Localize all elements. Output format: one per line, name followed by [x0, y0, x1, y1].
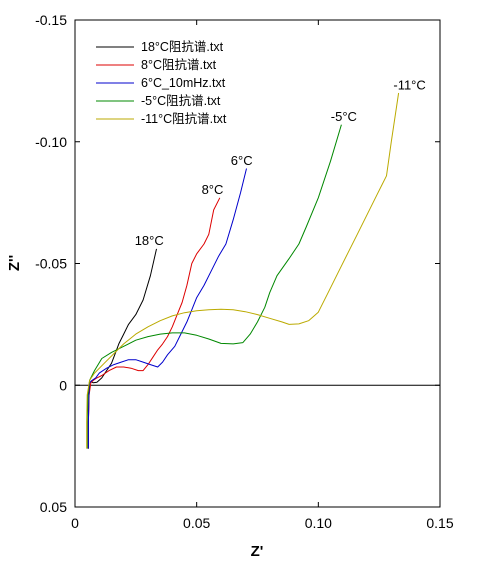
curve-annotation: 8°C	[202, 182, 224, 197]
curve-annotation: 6°C	[231, 153, 253, 168]
series-line	[87, 197, 221, 449]
legend-entry: 6°C_10mHz.txt	[141, 76, 226, 90]
curve-annotation: -11°C	[393, 77, 425, 92]
series-line	[86, 124, 342, 449]
y-tick-label: -0.05	[35, 256, 67, 272]
legend: 18°C阻抗谱.txt 8°C阻抗谱.txt 6°C_10mHz.txt -5°C阻抗…	[96, 39, 227, 126]
curve-annotation: 18°C	[135, 233, 164, 248]
annotations-group: 18°C 8°C 6°C -5°C -11°C	[135, 77, 426, 248]
y-tick-label: 0.05	[40, 499, 67, 515]
legend-entry: -11°C阻抗谱.txt	[141, 111, 227, 126]
series-line	[86, 92, 400, 449]
y-tick-label: 0	[59, 377, 67, 393]
legend-entry: 8°C阻抗谱.txt	[141, 57, 217, 72]
x-tick-label: 0	[71, 515, 79, 531]
y-tick-label: -0.15	[35, 12, 67, 28]
series-line	[87, 248, 157, 449]
curve-annotation: -5°C	[331, 109, 357, 124]
x-tick-label: 0.05	[183, 515, 210, 531]
series-line	[87, 168, 247, 449]
y-axis-title: Z''	[6, 255, 23, 271]
x-tick-label: 0.15	[426, 515, 453, 531]
y-tick-label: -0.10	[35, 134, 67, 150]
series-group	[86, 92, 400, 449]
x-axis-title: Z'	[251, 543, 264, 560]
plot-frame	[74, 19, 441, 508]
legend-entry: 18°C阻抗谱.txt	[141, 39, 224, 54]
x-tick-label: 0.10	[305, 515, 332, 531]
legend-entry: -5°C阻抗谱.txt	[141, 93, 221, 108]
